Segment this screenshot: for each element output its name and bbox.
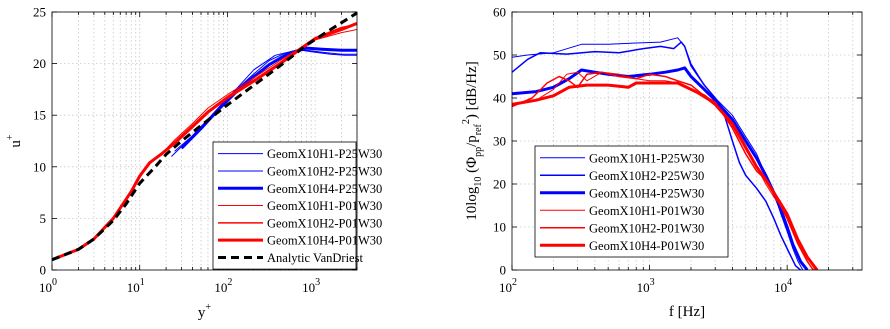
x-tick-label-base: 10 [127, 280, 140, 295]
x-tick-label-exp: 1 [140, 277, 145, 288]
y-tick-label: 0 [40, 263, 47, 278]
y-tick-label: 20 [493, 177, 506, 192]
x-tick-label-base: 10 [39, 280, 52, 295]
legend: GeomX10H1-P25W30 GeomX10H2-P25W30 GeomX10H… [534, 145, 729, 258]
x-tick-label: 102 [499, 277, 517, 295]
legend-label: GeomX10H1-P01W30 [267, 199, 382, 213]
y-axis-label: u+ [5, 134, 24, 148]
legend-label: GeomX10H1-P01W30 [589, 204, 704, 218]
legend-label: GeomX10H4-P01W30 [267, 234, 382, 248]
legend-label: GeomX10H4-P01W30 [589, 239, 704, 253]
legend-label: GeomX10H1-P25W30 [267, 147, 382, 161]
x-tick-label-base: 10 [499, 280, 512, 295]
series-line-7 [52, 12, 357, 262]
y-axis-label-main: 10log [464, 186, 480, 221]
y-axis-label: 10log10 (Φpp/pref2) [dB/Hz] [461, 61, 484, 221]
legend-box [534, 145, 729, 258]
legend-label: GeomX10H4-P25W30 [589, 186, 704, 200]
y-axis-label-rest: (Φ [464, 157, 480, 177]
x-tick-label: 103 [302, 277, 320, 295]
y-axis-label-ref: ref [473, 123, 484, 135]
y-tick-label: 50 [493, 48, 506, 63]
ticks [511, 11, 862, 271]
x-tick-label-exp: 3 [315, 277, 320, 288]
y-axis-label-end: ) [dB/Hz] [464, 61, 480, 119]
x-tick-label-exp: 0 [52, 277, 57, 288]
x-axis-label-main: y [198, 305, 206, 321]
y-axis-label-main: u [8, 140, 24, 148]
x-tick-label-exp: 2 [227, 277, 232, 288]
series-line-3 [512, 66, 809, 270]
x-tick-label-base: 10 [302, 280, 315, 295]
x-tick-label: 100 [39, 277, 57, 295]
legend-label: Analytic VanDriest [267, 251, 363, 265]
y-axis-label-sub: 10 [473, 177, 484, 187]
series-line-2 [512, 41, 801, 270]
y-tick-label: 5 [40, 211, 47, 226]
y-axis-label-sup: + [5, 134, 16, 140]
x-tick-label-base: 10 [637, 280, 650, 295]
series-line-6 [512, 81, 819, 270]
legend-label: GeomX10H4-P25W30 [267, 182, 382, 196]
left-chart: 100 101 102 1030510152025y+u+GeomX10H1-P25W… [5, 5, 382, 322]
y-axis-label-pp: pp [473, 147, 484, 157]
y-tick-label: 25 [33, 5, 46, 20]
y-tick-label: 10 [33, 159, 46, 174]
x-tick-label-exp: 4 [787, 277, 792, 288]
y-axis-label-slash: /p [464, 135, 480, 147]
x-tick-label: 101 [127, 277, 145, 295]
y-tick-label: 40 [493, 91, 506, 106]
x-tick-label: 104 [774, 277, 792, 295]
legend-label: GeomX10H2-P25W30 [267, 164, 382, 178]
series-group [52, 12, 357, 262]
x-axis-label: y+ [198, 302, 212, 321]
series-group [512, 37, 819, 270]
legend-label: GeomX10H2-P01W30 [589, 221, 704, 235]
x-tick-label-base: 10 [774, 280, 787, 295]
x-tick-label-base: 10 [214, 280, 227, 295]
y-tick-label: 10 [493, 220, 506, 235]
y-tick-label: 30 [493, 134, 506, 149]
axes-box [51, 11, 358, 271]
x-tick-label-exp: 2 [512, 277, 517, 288]
y-axis-label-sq: 2 [461, 119, 472, 124]
x-tick-label-exp: 3 [650, 277, 655, 288]
x-axis-label: f [Hz] [669, 304, 705, 320]
y-tick-label: 20 [33, 56, 46, 71]
x-tick-label: 103 [637, 277, 655, 295]
legend-label: GeomX10H1-P25W30 [589, 151, 704, 165]
legend-label: GeomX10H2-P01W30 [267, 216, 382, 230]
x-axis-label-sup: + [205, 302, 211, 313]
legend-label: GeomX10H2-P25W30 [589, 169, 704, 183]
x-tick-label: 102 [214, 277, 232, 295]
y-tick-label: 0 [500, 263, 507, 278]
y-tick-label: 15 [33, 108, 46, 123]
legend: GeomX10H1-P25W30 GeomX10H2-P25W30 GeomX10H… [212, 141, 382, 270]
ticks [51, 11, 358, 271]
y-tick-label: 60 [493, 5, 506, 20]
